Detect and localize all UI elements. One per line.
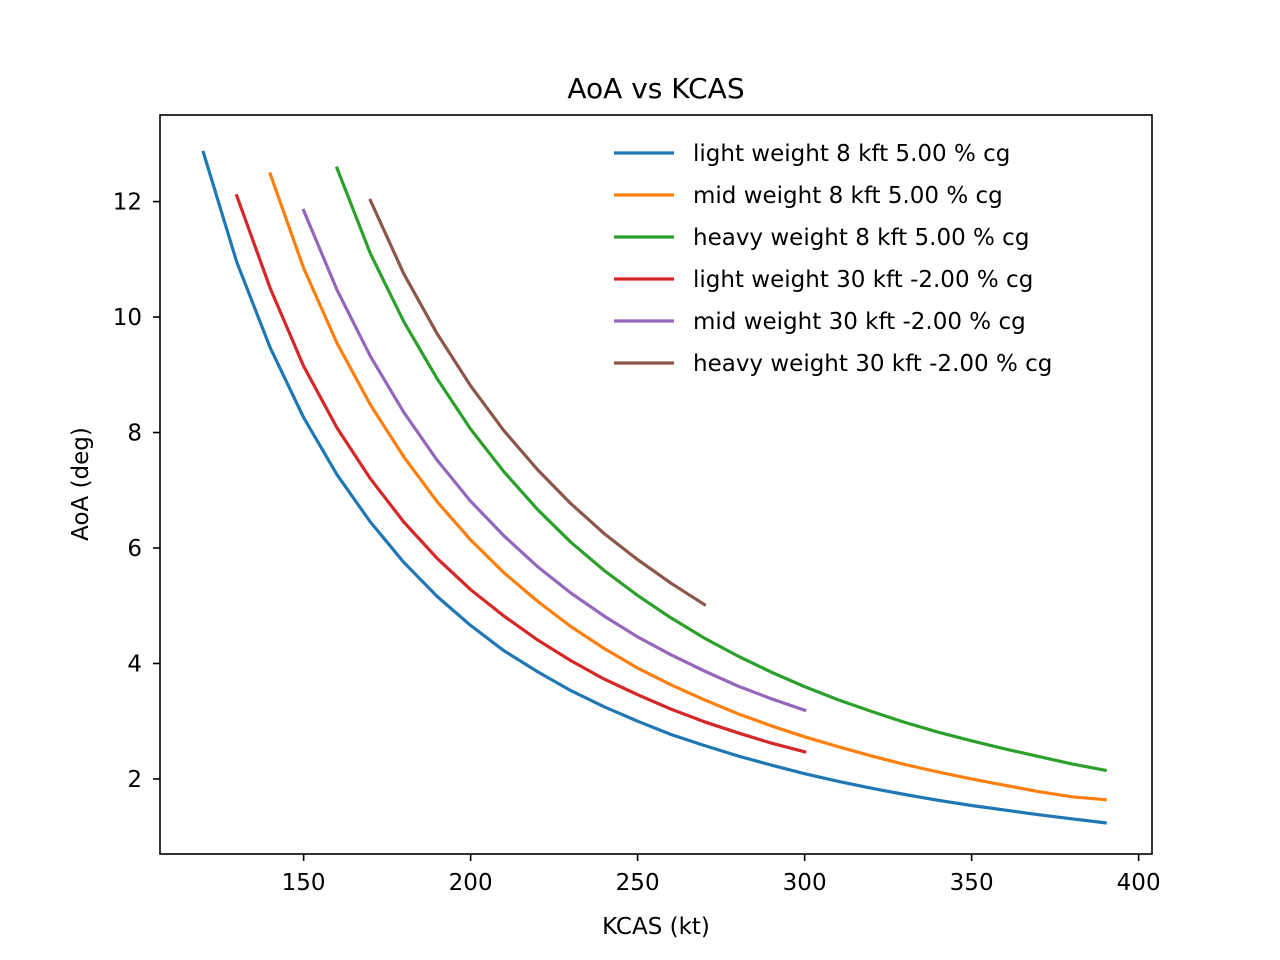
chart-title: AoA vs KCAS <box>567 72 744 105</box>
y-tick-label-4: 10 <box>113 305 142 331</box>
series-layer <box>201 150 1108 825</box>
y-tick-label-5: 12 <box>113 190 142 216</box>
legend-label-1: light weight 8 kft 5.00 % cg <box>693 141 1010 167</box>
x-axis-label: KCAS (kt) <box>602 914 710 940</box>
y-axis-label: AoA (deg) <box>68 427 94 541</box>
x-tick-label-4: 350 <box>950 870 994 896</box>
legend-label-6: heavy weight 30 kft -2.00 % cg <box>693 351 1052 377</box>
legend-label-3: heavy weight 8 kft 5.00 % cg <box>693 225 1029 251</box>
x-tick-label-5: 400 <box>1117 870 1161 896</box>
y-tick-label-2: 6 <box>127 536 142 562</box>
series-line-5 <box>301 208 807 713</box>
legend-label-5: mid weight 30 kft -2.00 % cg <box>693 309 1026 335</box>
x-tick-label-3: 300 <box>783 870 827 896</box>
x-tick-label-1: 200 <box>449 870 493 896</box>
series-line-4 <box>234 193 807 754</box>
legend: light weight 8 kft 5.00 % cg mid weight 8… <box>614 141 1052 377</box>
series-line-1 <box>201 150 1107 825</box>
x-tick-label-0: 150 <box>282 870 326 896</box>
ticks-layer: 150 200 250 300 350 400 2 4 6 8 10 12 <box>113 190 1161 896</box>
y-tick-label-1: 4 <box>127 651 142 677</box>
series-line-2 <box>268 171 1107 802</box>
series-line-3 <box>334 166 1108 773</box>
series-line-6 <box>368 198 707 607</box>
x-tick-label-2: 250 <box>616 870 660 896</box>
y-tick-label-3: 8 <box>127 421 142 447</box>
legend-label-4: light weight 30 kft -2.00 % cg <box>693 267 1033 293</box>
plot-frame <box>159 114 1153 855</box>
y-tick-label-0: 2 <box>127 767 142 793</box>
legend-label-2: mid weight 8 kft 5.00 % cg <box>693 183 1003 209</box>
